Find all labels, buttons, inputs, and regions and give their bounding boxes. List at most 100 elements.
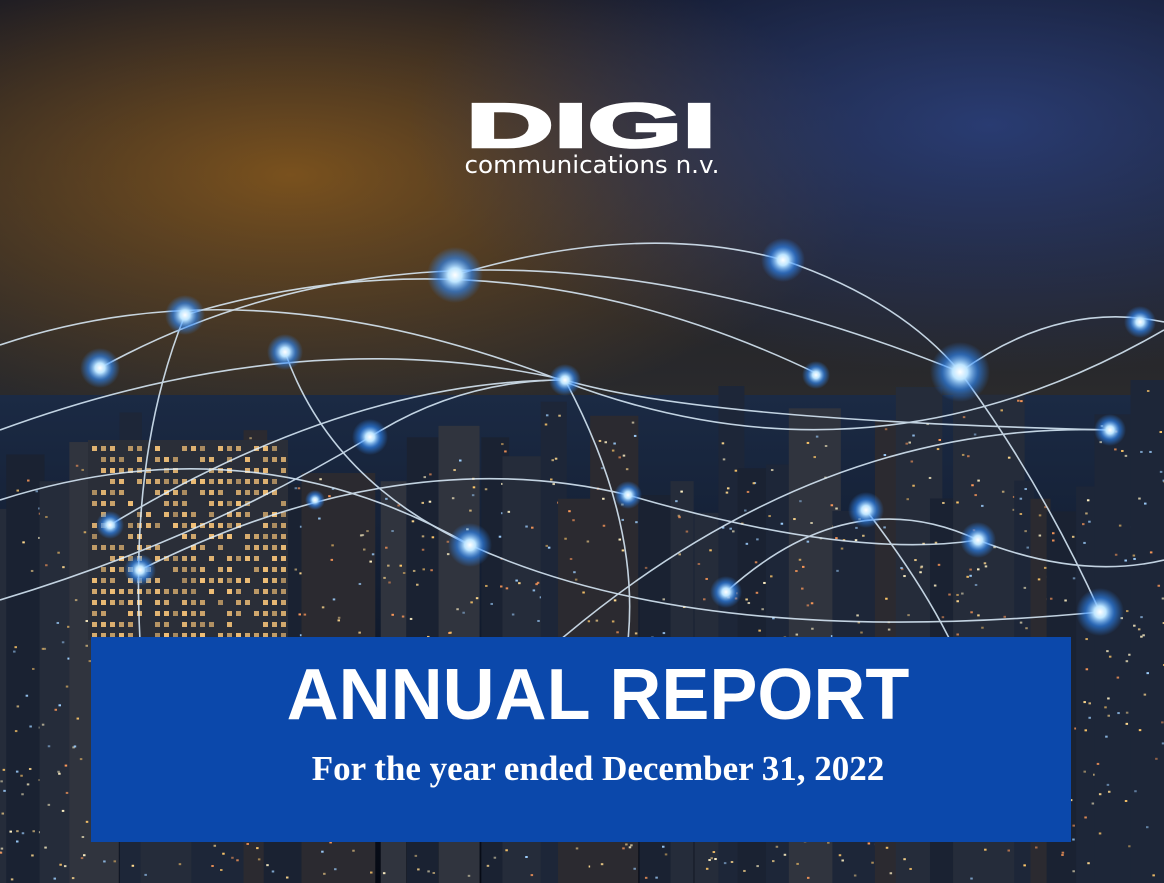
window-light — [1085, 512, 1088, 515]
window-light — [1106, 783, 1110, 786]
window-light — [263, 545, 268, 550]
window-light — [128, 534, 133, 539]
window-light — [227, 523, 232, 528]
window-light — [956, 593, 959, 596]
window-light — [281, 567, 286, 572]
window-light — [57, 770, 60, 773]
window-light — [835, 537, 838, 540]
window-light — [1162, 622, 1164, 625]
window-light — [1085, 638, 1088, 641]
window-light — [358, 582, 362, 585]
window-light — [218, 600, 223, 605]
window-light — [453, 469, 456, 472]
window-light — [281, 512, 286, 517]
window-light — [245, 556, 250, 561]
window-light — [44, 846, 47, 849]
window-light — [92, 501, 97, 506]
window-light — [59, 863, 62, 866]
window-light — [110, 446, 115, 451]
window-light — [761, 608, 764, 611]
window-light — [21, 793, 24, 796]
window-light — [369, 560, 372, 563]
window-light — [32, 667, 35, 670]
window-light — [1137, 628, 1141, 631]
window-light — [1161, 742, 1164, 745]
window-light — [883, 526, 886, 529]
window-light — [1125, 660, 1129, 663]
network-arc — [559, 428, 1111, 641]
window-light — [1007, 456, 1011, 459]
window-light — [236, 446, 241, 451]
window-light — [263, 457, 268, 462]
window-light — [889, 872, 893, 875]
window-light — [498, 535, 502, 538]
window-light — [191, 633, 196, 638]
window-light — [272, 589, 277, 594]
window-light — [1088, 702, 1091, 705]
window-light — [254, 545, 259, 550]
window-light — [182, 490, 187, 495]
window-light — [1096, 762, 1100, 765]
window-light — [421, 535, 425, 538]
window-light — [1, 812, 5, 815]
window-light — [685, 530, 689, 533]
window-light — [770, 469, 774, 472]
window-light — [0, 780, 3, 783]
window-light — [775, 845, 779, 848]
window-light — [518, 582, 521, 585]
window-light — [745, 542, 749, 545]
window-light — [1142, 634, 1145, 637]
window-light — [1017, 399, 1020, 402]
window-light — [385, 546, 388, 549]
window-light — [1118, 524, 1122, 527]
window-light — [254, 479, 259, 484]
window-light — [680, 490, 683, 493]
window-light — [633, 434, 637, 437]
window-light — [182, 501, 187, 506]
window-light — [1138, 729, 1142, 732]
window-light — [678, 516, 681, 519]
window-light — [1083, 541, 1086, 544]
window-light — [966, 575, 969, 578]
banner — [91, 637, 1071, 842]
window-light — [119, 545, 124, 550]
window-light — [164, 622, 169, 627]
window-light — [182, 578, 187, 583]
window-light — [1104, 706, 1107, 709]
window-light — [391, 530, 394, 533]
network-node — [352, 419, 388, 455]
window-light — [38, 507, 41, 510]
window-light — [81, 835, 85, 838]
window-light — [281, 457, 286, 462]
window-light — [101, 578, 106, 583]
window-light — [103, 860, 106, 863]
window-light — [836, 569, 839, 572]
window-light — [263, 534, 268, 539]
window-light — [173, 457, 178, 462]
network-arc — [139, 477, 979, 571]
network-arc — [284, 351, 471, 546]
window-light — [912, 484, 915, 487]
window-light — [1085, 668, 1089, 671]
window-light — [191, 611, 196, 616]
window-light — [72, 746, 75, 749]
window-light — [45, 515, 48, 518]
network-node — [848, 492, 884, 528]
window-light — [101, 600, 106, 605]
window-light — [119, 622, 124, 627]
window-light — [855, 526, 858, 529]
window-light — [164, 556, 169, 561]
window-light — [218, 633, 223, 638]
window-light — [227, 611, 232, 616]
window-light — [246, 842, 249, 845]
window-light — [173, 479, 178, 484]
window-light — [993, 546, 996, 549]
window-light — [281, 556, 286, 561]
network-node — [124, 554, 156, 586]
window-light — [92, 622, 97, 627]
window-light — [321, 850, 324, 853]
window-light — [88, 660, 92, 663]
window-light — [13, 650, 16, 653]
window-light — [798, 558, 802, 561]
building — [1130, 380, 1164, 883]
